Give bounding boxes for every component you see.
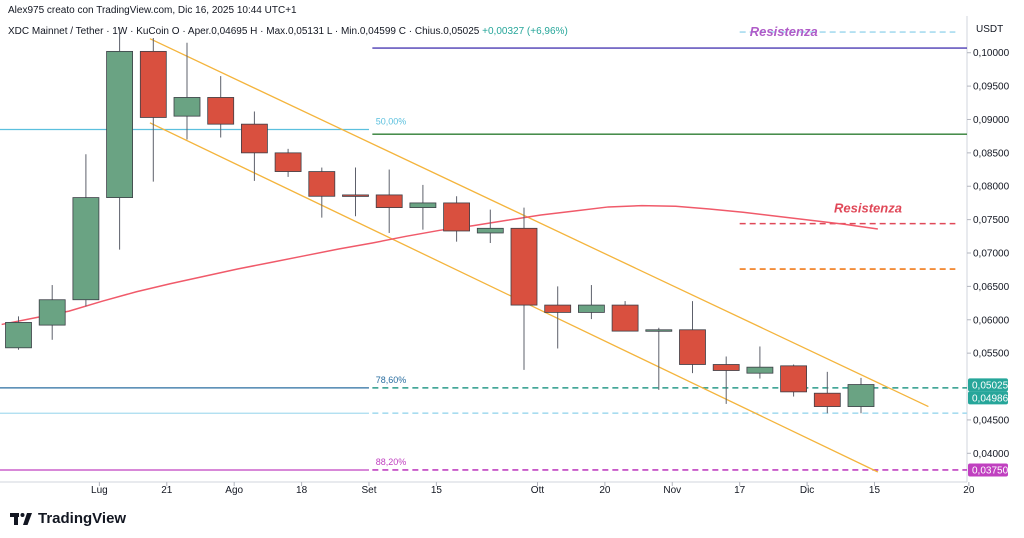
x-tick-label: Nov: [663, 485, 681, 496]
candle-bear: [510, 227, 538, 306]
x-tick-label: Set: [361, 485, 376, 496]
ohlc-values: O · Aper.0,04695 H · Max.0,05131 L · Min…: [171, 26, 480, 37]
y-tick-label: 0,10000: [973, 48, 1010, 59]
x-tick-label: Ago: [225, 485, 243, 496]
resistance-annotation: Resistenza: [834, 200, 902, 215]
fib-label-fib-50: 50,00%: [376, 116, 407, 126]
candle-bear: [780, 365, 807, 393]
y-tick-label: 0,04000: [973, 449, 1010, 460]
moving-average-line: [1, 204, 878, 326]
price-tag-bg: [968, 463, 1008, 477]
tradingview-icon: [10, 512, 32, 525]
y-tick-label: 0,05500: [973, 349, 1010, 360]
candle-bear: [308, 171, 336, 197]
candle-bear: [611, 304, 639, 332]
y-tick-label: 0,07000: [973, 249, 1010, 260]
y-tick-label: 0,06000: [973, 315, 1010, 326]
candle-bear: [443, 202, 471, 232]
logo-text: TradingView: [38, 510, 127, 527]
candle-bear: [375, 194, 403, 209]
candle-bull: [847, 384, 875, 407]
candle-bull: [106, 50, 133, 198]
fib-label-fib-786: 78,60%: [376, 375, 407, 385]
symbol-info: XDC Mainnet / Tether · 1W · KuCoin O · A…: [8, 26, 568, 37]
candle-bear: [712, 364, 740, 371]
x-tick-label: Dic: [800, 485, 814, 496]
fib-label-fib-882: 88,20%: [376, 457, 407, 467]
y-tick-label: 0,04500: [973, 415, 1010, 426]
y-tick-label: 0,09500: [973, 82, 1010, 93]
candle-bull: [173, 97, 201, 117]
price-tag-label: 0,05025: [972, 380, 1009, 391]
candle-bull: [409, 202, 437, 209]
price-tag-bg: [968, 391, 1008, 405]
y-tick-label: 0,09000: [973, 115, 1010, 126]
candle-bear: [139, 50, 167, 118]
candle-bull: [645, 329, 673, 332]
y-tick-label: 0,08500: [973, 148, 1010, 159]
candle-bear: [679, 329, 706, 365]
x-tick-label: 18: [296, 485, 308, 496]
y-tick-label: 0,06500: [973, 282, 1010, 293]
candle-bull: [476, 227, 504, 234]
candle-bull: [72, 197, 100, 301]
candle-bear: [240, 123, 268, 154]
y-tick-label: 0,07500: [973, 215, 1010, 226]
candle-bull: [578, 304, 605, 313]
candle-bear: [544, 304, 572, 313]
resistance-annotation: Resistenza: [750, 24, 818, 39]
x-tick-label: 20: [599, 485, 611, 496]
x-tick-label: 20: [963, 485, 975, 496]
candle-bull: [38, 299, 66, 326]
candle-bear: [274, 152, 302, 172]
author-line: Alex975 creato con TradingView.com, Dic …: [8, 5, 297, 16]
price-tag-label: 0,04986: [972, 393, 1009, 404]
symbol-name[interactable]: XDC Mainnet / Tether · 1W · KuCoin: [8, 26, 169, 37]
currency-unit: USDT: [976, 24, 1004, 35]
price-tag-label: 0,03750: [972, 465, 1009, 476]
price-change: +0,00327 (+6,96%): [482, 26, 568, 37]
x-tick-label: Lug: [91, 485, 108, 496]
candle-bear: [813, 392, 841, 407]
y-tick-label: 0,08000: [973, 182, 1010, 193]
candle-bear: [342, 194, 369, 197]
candle-bull: [746, 366, 774, 374]
x-tick-label: 15: [869, 485, 881, 496]
x-tick-label: 15: [431, 485, 443, 496]
tradingview-logo[interactable]: TradingView: [10, 510, 126, 527]
price-tag-bg: [968, 378, 1008, 392]
candle-bull: [5, 322, 32, 349]
x-tick-label: 17: [734, 485, 746, 496]
channel-upper-line: [149, 38, 929, 408]
x-tick-label: 21: [161, 485, 173, 496]
x-tick-label: Ott: [531, 485, 545, 496]
candle-bear: [207, 97, 235, 125]
